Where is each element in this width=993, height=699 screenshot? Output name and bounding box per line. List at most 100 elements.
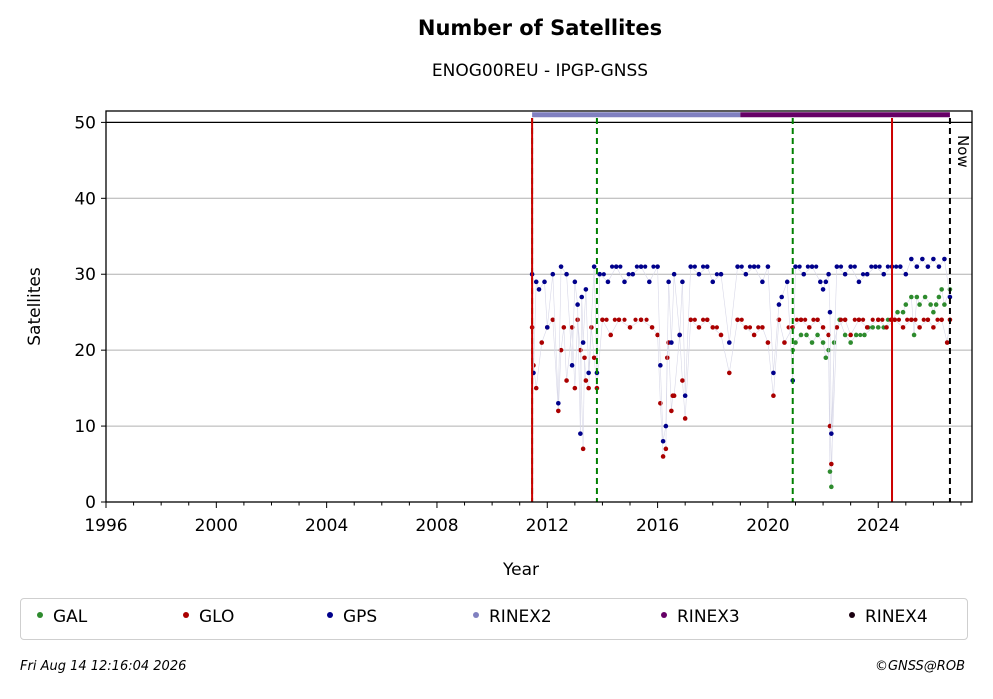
data-point [739, 317, 744, 322]
data-point [818, 279, 823, 285]
x-axis-label: Year [502, 560, 539, 580]
data-point [616, 317, 622, 323]
series-connector [615, 266, 625, 282]
series-connector [584, 357, 587, 381]
data-point [834, 325, 840, 330]
series-connector [941, 319, 948, 343]
series-connector [811, 266, 821, 282]
data-point [550, 317, 556, 323]
series-connector [544, 281, 548, 328]
data-point [605, 279, 611, 285]
data-point [638, 264, 644, 269]
data-point [743, 325, 749, 330]
series-connector [552, 274, 559, 404]
data-point [931, 325, 936, 330]
data-point [651, 264, 656, 269]
data-point [718, 271, 724, 277]
series-connector [533, 365, 537, 389]
data-point [936, 294, 942, 300]
data-point [925, 317, 931, 323]
data-point [826, 332, 831, 338]
series-connector [571, 327, 576, 389]
data-point [572, 279, 578, 285]
legend-item-gal: GAL [37, 607, 87, 627]
data-point [580, 340, 586, 345]
data-point [544, 325, 550, 330]
data-point [655, 264, 660, 269]
data-point [900, 325, 906, 330]
series-connector [822, 342, 827, 358]
data-point [815, 332, 820, 338]
data-point [597, 271, 602, 277]
data-point [852, 264, 857, 269]
data-point [797, 264, 802, 269]
series-connector [913, 296, 918, 335]
series-connector [773, 319, 780, 396]
data-point [550, 271, 556, 277]
data-point [660, 454, 666, 459]
data-point [881, 271, 887, 277]
series-connector [720, 274, 730, 343]
data-point [626, 272, 631, 277]
data-point [809, 340, 815, 345]
data-point [583, 378, 589, 383]
legend: GAL GLO GPS RINEX2 RINEX3 RINEX4 [20, 598, 968, 640]
legend-marker-gps [327, 612, 333, 618]
data-point [834, 264, 840, 269]
series-connector [607, 266, 617, 282]
data-point [856, 279, 862, 285]
series-connector [649, 266, 658, 282]
y-tick-label: 30 [74, 265, 96, 285]
series-connector [662, 426, 667, 442]
series-connector [591, 327, 595, 358]
series-connector [844, 319, 851, 336]
x-tick-label: 2000 [195, 516, 238, 536]
data-point [895, 309, 900, 315]
data-point [935, 317, 940, 322]
series-connector [588, 266, 595, 373]
data-point [820, 287, 826, 292]
series-connector [596, 319, 603, 389]
data-point [903, 302, 909, 307]
data-point [735, 264, 740, 269]
series-gps [529, 256, 953, 444]
data-point [942, 256, 947, 262]
data-point [569, 363, 575, 368]
data-point [869, 264, 874, 269]
series-connector [563, 327, 567, 381]
data-point [739, 264, 744, 269]
series-connector [593, 266, 598, 373]
data-point [682, 393, 688, 399]
data-point [669, 340, 674, 345]
data-point [655, 332, 660, 338]
plot-frame [105, 110, 973, 503]
data-point [765, 264, 771, 269]
data-point [896, 317, 902, 322]
data-point [580, 446, 586, 452]
data-point [931, 309, 936, 315]
data-point [735, 317, 740, 323]
legend-label-gal: GAL [53, 607, 88, 627]
data-point [838, 264, 844, 269]
series-connector [729, 319, 738, 373]
x-tick-label: 2024 [857, 516, 900, 536]
series-connector [682, 281, 686, 396]
data-point [756, 325, 761, 330]
series-connector [546, 274, 554, 328]
series-connector [581, 297, 584, 343]
data-point [860, 317, 866, 322]
data-point [870, 325, 876, 330]
data-point [823, 279, 829, 285]
data-point [877, 264, 882, 269]
data-point [533, 385, 539, 391]
data-point [692, 317, 697, 322]
data-point [864, 271, 870, 277]
data-point [608, 332, 614, 338]
data-point [582, 355, 587, 361]
data-point [627, 325, 633, 330]
data-point [743, 271, 749, 277]
legend-item-rinex2: RINEX2 [473, 607, 552, 627]
data-point [894, 264, 899, 269]
series-connector [582, 357, 585, 449]
data-point [947, 294, 953, 300]
